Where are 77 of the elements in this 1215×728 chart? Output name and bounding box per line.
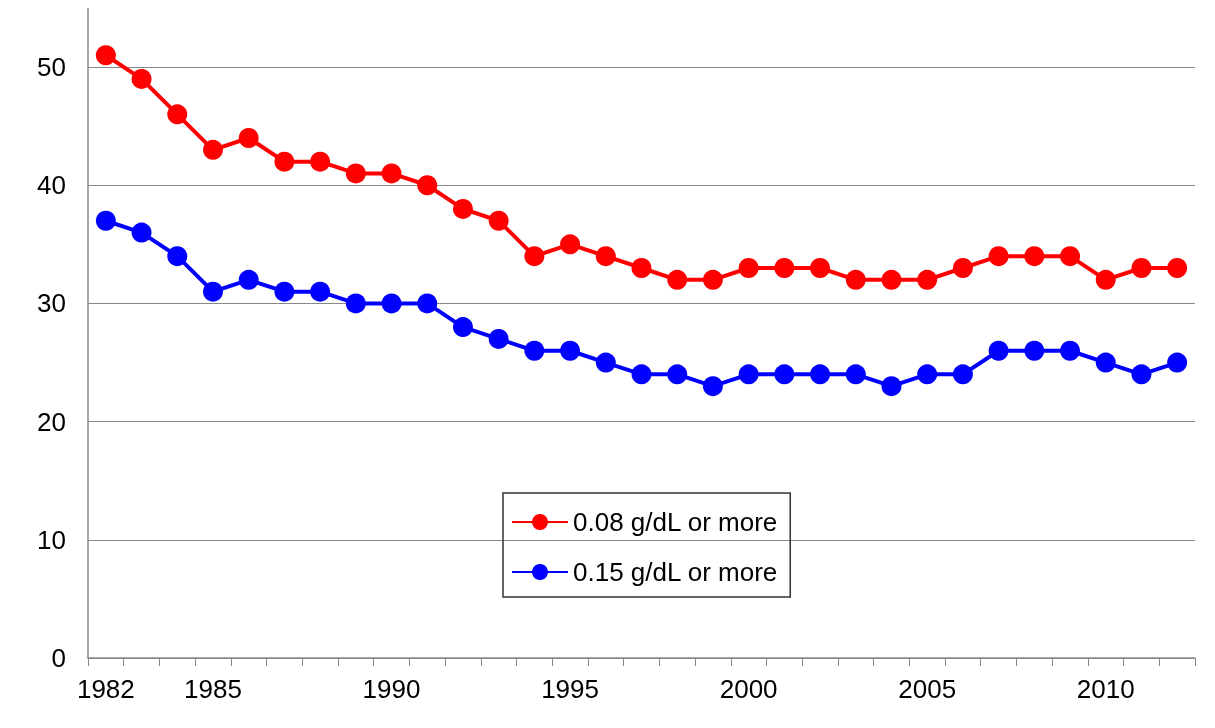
point: [131, 222, 152, 243]
point: [702, 269, 723, 290]
point: [774, 364, 795, 385]
y-tick-label: 20: [37, 406, 66, 437]
point: [95, 210, 116, 231]
point: [1167, 258, 1188, 278]
point: [381, 293, 402, 314]
point: [488, 328, 509, 349]
point: [631, 258, 652, 278]
point: [345, 163, 366, 184]
point: [452, 317, 473, 338]
point: [345, 293, 366, 314]
point: [810, 364, 831, 385]
point: [95, 45, 116, 66]
point: [381, 163, 402, 184]
point: [310, 281, 331, 302]
point: [417, 175, 438, 196]
point: [952, 364, 973, 385]
x-tick-label: 1995: [541, 674, 599, 704]
point: [417, 293, 438, 314]
y-tick-label: 40: [37, 170, 66, 201]
point: [1095, 352, 1116, 373]
x-tick-label: 1985: [184, 674, 242, 704]
point: [1131, 364, 1152, 385]
point: [1167, 352, 1188, 373]
point: [667, 364, 688, 385]
point: [774, 258, 795, 278]
point: [881, 269, 902, 290]
legend-label: 0.15 g/dL or more: [573, 557, 778, 587]
point: [524, 246, 545, 267]
point: [738, 258, 759, 278]
y-tick-label: 30: [37, 288, 66, 319]
point: [595, 246, 616, 267]
point: [952, 258, 973, 278]
point: [488, 210, 509, 231]
point: [845, 269, 866, 290]
point: [738, 364, 759, 385]
point: [1024, 340, 1045, 361]
point: [167, 104, 188, 125]
point: [1060, 246, 1081, 267]
point: [702, 376, 723, 397]
point: [988, 246, 1009, 267]
point: [274, 281, 295, 302]
point: [560, 340, 581, 361]
point: [310, 151, 331, 172]
point: [131, 68, 152, 89]
point: [667, 269, 688, 290]
x-tick-label: 1990: [362, 674, 421, 704]
legend-label: 0.08 g/dL or more: [573, 507, 778, 537]
x-tick-label: 2000: [719, 674, 778, 704]
point: [274, 151, 295, 172]
point: [881, 376, 902, 397]
point: [988, 340, 1009, 361]
point: [203, 281, 223, 302]
point: [1095, 269, 1116, 290]
x-tick-label: 2005: [898, 674, 957, 704]
point: [1024, 246, 1045, 267]
point: [560, 234, 581, 255]
point: [917, 269, 938, 290]
y-tick-label: 0: [51, 643, 66, 673]
x-tick-label: 2010: [1076, 674, 1135, 704]
point: [631, 364, 652, 385]
point: [452, 198, 473, 219]
x-tick-label: 1982: [76, 674, 135, 704]
point: [845, 364, 866, 385]
point: [1060, 340, 1081, 361]
point: [238, 128, 259, 148]
point: [524, 340, 545, 361]
y-tick-label: 50: [37, 52, 66, 83]
point: [595, 352, 616, 373]
point: [203, 139, 223, 160]
point: [167, 246, 188, 267]
point: [238, 269, 259, 290]
point: [1131, 258, 1152, 278]
point: [917, 364, 938, 385]
y-tick-label: 10: [37, 524, 66, 555]
point: [810, 258, 831, 278]
